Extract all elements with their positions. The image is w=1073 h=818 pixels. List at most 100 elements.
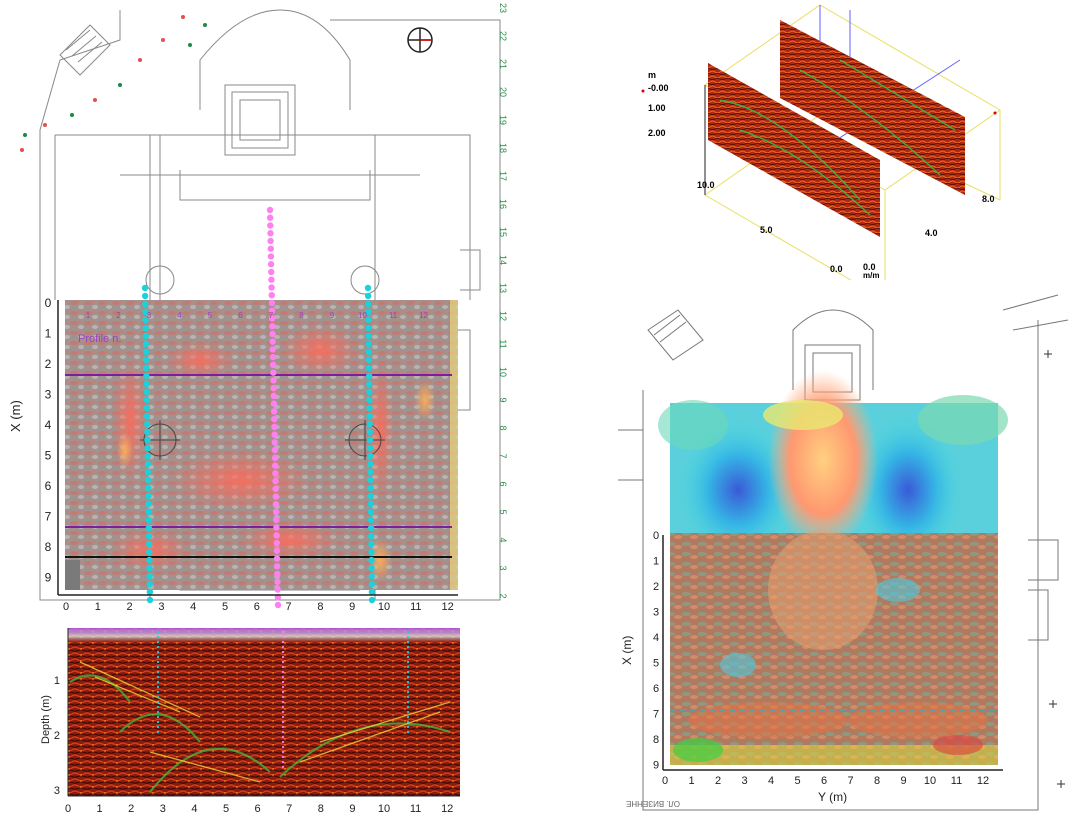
overlay-x-tick: 0 xyxy=(653,530,659,542)
radargram-dot xyxy=(156,665,160,669)
radargram-dot xyxy=(281,630,285,634)
profile-number: 2 xyxy=(116,311,121,320)
plan-y-tick: 4 xyxy=(190,601,196,613)
radargram-dot xyxy=(406,685,410,689)
north-arrow-icon xyxy=(407,27,433,53)
profile-dot xyxy=(274,578,281,585)
radargram-dot xyxy=(406,710,410,714)
radargram-dot xyxy=(281,730,285,734)
profile-dot xyxy=(143,396,150,404)
profile-dot xyxy=(143,412,151,420)
profile-dot xyxy=(142,316,149,324)
overlay-y-ticks: 0 1 2 3 4 5 6 7 8 9 10 11 12 xyxy=(662,775,989,787)
profile-dot xyxy=(367,468,374,476)
profile-dot xyxy=(142,332,149,340)
profile-dot xyxy=(272,501,280,508)
profile-number: 3 xyxy=(147,311,152,320)
profile-dot xyxy=(144,476,152,484)
profile-dot xyxy=(366,380,373,388)
profile-dot xyxy=(270,384,277,392)
radargram-dot xyxy=(406,670,410,674)
profile-dot xyxy=(271,431,278,438)
plan-y-tick: 5 xyxy=(222,601,228,613)
overlay-y-tick: 7 xyxy=(847,775,853,787)
radargram-dot xyxy=(281,685,285,689)
overlay-y-tick: 8 xyxy=(874,775,880,787)
distance-tick: 7 xyxy=(286,803,292,815)
overlay-y-tick: 12 xyxy=(977,775,989,787)
radargram-dot xyxy=(406,630,410,634)
radargram-dot xyxy=(406,720,410,724)
profile-dot xyxy=(142,356,150,364)
overlay-y-tick: 3 xyxy=(741,775,747,787)
plan-y-tick: 0 xyxy=(63,601,69,613)
overlay-x-tick: 5 xyxy=(653,658,659,670)
profile-dot xyxy=(366,452,374,460)
survey-markers xyxy=(20,15,207,152)
profile-dot xyxy=(366,444,374,452)
profile-dot xyxy=(143,380,150,388)
distance-tick: 0 xyxy=(65,803,71,815)
plan-x-tick: 6 xyxy=(45,479,52,493)
profile-dot xyxy=(269,330,276,338)
profile-dot xyxy=(368,572,375,580)
radargram-dot xyxy=(156,685,160,689)
radargram-dot xyxy=(156,730,160,734)
profile-dot xyxy=(365,300,372,308)
overlay-y-tick: 4 xyxy=(768,775,774,787)
radargram-dot xyxy=(281,725,285,729)
radargram-dot xyxy=(156,655,160,659)
radargram-dot xyxy=(156,640,160,644)
profile-dot xyxy=(144,452,151,460)
profile-dot xyxy=(146,580,153,588)
profile-number: 1 xyxy=(86,311,91,320)
profile-dot xyxy=(146,548,153,556)
station-label: 17 xyxy=(498,171,508,181)
radargram-dot xyxy=(281,765,285,769)
distance-tick: 2 xyxy=(128,803,134,815)
profile-dot xyxy=(273,539,280,547)
profile-dot xyxy=(364,292,372,300)
plan-y-tick: 9 xyxy=(349,601,355,613)
profile-dot xyxy=(146,564,153,572)
profile-dot xyxy=(141,292,149,300)
radargram-profile-markers xyxy=(156,630,410,769)
plan-x-tick: 1 xyxy=(45,327,52,341)
distance-tick: 4 xyxy=(191,803,197,815)
radargram-dot xyxy=(156,715,160,719)
profile-dot xyxy=(143,364,150,372)
pillar-outlines xyxy=(140,420,385,460)
radargram-dot xyxy=(406,700,410,704)
overlay-x-tick: 6 xyxy=(653,683,659,695)
profile-dot xyxy=(268,291,275,299)
profile-dot xyxy=(146,556,153,564)
station-label: 22 xyxy=(498,31,508,41)
profile-dot xyxy=(269,361,277,369)
profile-dot xyxy=(144,428,151,436)
block-x-tick-0: 10.0 xyxy=(697,180,715,190)
profile-dot xyxy=(269,353,277,361)
profile-dot xyxy=(270,400,278,407)
profile-dot xyxy=(274,570,281,578)
plan-y-tick: 8 xyxy=(317,601,323,613)
profile-dot xyxy=(272,477,279,485)
profile-dot xyxy=(142,308,149,316)
profile-dot xyxy=(367,492,374,500)
radargram-dot xyxy=(406,645,410,649)
station-labels: 23 22 21 20 19 18 17 16 15 14 13 12 11 10 9 8 7 6 5 4 3 2 xyxy=(498,3,508,599)
overlay-y-tick: 2 xyxy=(715,775,721,787)
radargram-dot xyxy=(156,660,160,664)
radargram-dot xyxy=(281,750,285,754)
profile-dot xyxy=(367,508,375,516)
radargram-dot xyxy=(156,675,160,679)
profile-label: Profile n. xyxy=(78,333,122,345)
profile-dot xyxy=(268,299,276,307)
plan-y-tick: 12 xyxy=(441,601,453,613)
profile-dot xyxy=(365,324,372,332)
profile-dot xyxy=(145,532,153,540)
plan-x-axis-label: X (m) xyxy=(8,400,23,432)
station-label: 20 xyxy=(498,87,508,97)
profile-dot xyxy=(145,516,152,524)
overlay-y-tick: 0 xyxy=(662,775,668,787)
radargram-dot xyxy=(406,655,410,659)
